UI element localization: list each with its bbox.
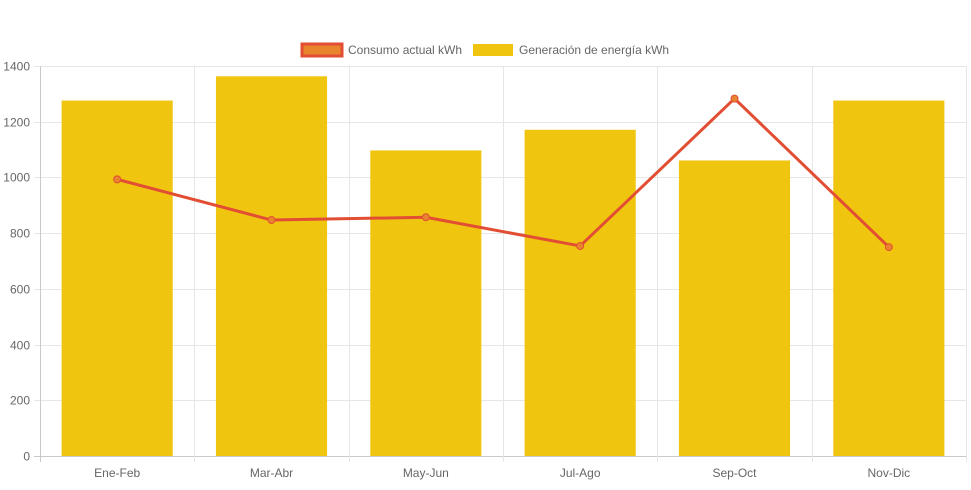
y-tick-label: 800 xyxy=(10,227,30,241)
bar xyxy=(370,150,482,456)
bar xyxy=(61,100,173,457)
y-tick-label: 1200 xyxy=(3,116,30,130)
legend-item-generacion[interactable]: Generación de energía kWh xyxy=(473,43,669,57)
x-tick-label: Sep-Oct xyxy=(712,466,757,480)
bar xyxy=(524,129,636,457)
bar xyxy=(678,160,791,456)
y-tick-label: 1400 xyxy=(3,60,30,74)
y-tick-label: 600 xyxy=(10,283,30,297)
legend-label-generacion: Generación de energía kWh xyxy=(519,43,669,57)
x-tick-label: Mar-Abr xyxy=(250,466,293,480)
x-tick-label: Nov-Dic xyxy=(867,466,910,480)
bar xyxy=(833,100,945,457)
legend: Consumo actual kWh Generación de energía… xyxy=(300,42,669,58)
axes: 0 200 400 600 800 1000 1200 1400 Ene-Feb Mar-Abr M… xyxy=(3,60,910,481)
legend-swatch-generacion xyxy=(473,44,513,56)
line-point xyxy=(576,241,585,250)
y-tick-label: 0 xyxy=(23,450,30,464)
line-series xyxy=(113,94,893,252)
line-point xyxy=(113,175,122,184)
line-point xyxy=(421,213,430,222)
x-tick-label: May-Jun xyxy=(403,466,449,480)
y-tick-label: 200 xyxy=(10,394,30,408)
x-tick-label: Jul-Ago xyxy=(560,466,601,480)
line-point xyxy=(730,94,739,103)
grid xyxy=(34,66,967,462)
line-path xyxy=(116,97,890,249)
legend-swatch-consumo xyxy=(300,42,344,58)
legend-label-consumo: Consumo actual kWh xyxy=(348,43,462,57)
bar xyxy=(215,76,328,457)
line-point xyxy=(884,243,893,252)
y-tick-label: 400 xyxy=(10,339,30,353)
bar-series xyxy=(61,76,945,457)
y-tick-label: 1000 xyxy=(3,171,30,185)
legend-item-consumo[interactable]: Consumo actual kWh xyxy=(300,42,462,58)
x-tick-label: Ene-Feb xyxy=(94,466,140,480)
line-point xyxy=(267,216,276,225)
